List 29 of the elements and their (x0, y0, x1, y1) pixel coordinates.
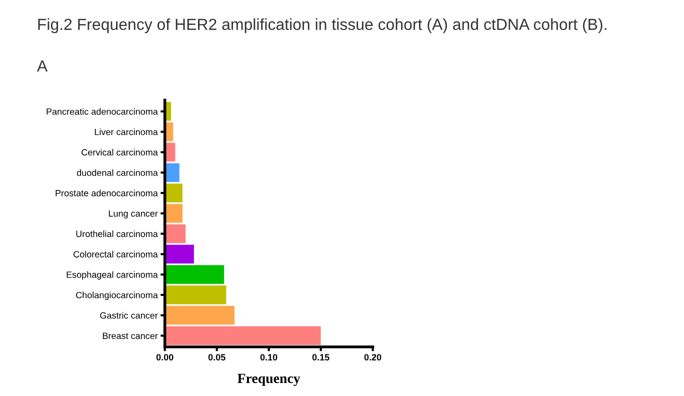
bar (164, 224, 186, 244)
bar (164, 306, 235, 325)
x-tick-label: 0.15 (312, 354, 330, 360)
y-tick-label: Urothelial carcinoma (76, 230, 158, 238)
x-tick-label: 0.20 (364, 354, 382, 360)
y-tick-label: Pancreatic adenocarcinoma (46, 108, 158, 115)
bar (164, 265, 224, 284)
bar (164, 286, 226, 304)
y-tick-label: duodenal carcinoma (76, 169, 158, 176)
y-tick-label: Esophageal carcinoma (66, 271, 158, 280)
x-tick-label: 0.10 (260, 354, 278, 360)
y-tick-label: Colorectal carcinoma (74, 250, 158, 258)
y-tick-label: Lung cancer (108, 210, 158, 218)
chart-title: Fig.2 Frequency of HER2 amplification in tissue cohort (A) and ctDNA cohort (B). (38, 18, 606, 34)
y-tick-label: Breast cancer (102, 332, 158, 340)
y-tick-label: Cervical carcinoma (82, 148, 158, 156)
y-tick-label: Liver carcinoma (94, 128, 158, 136)
x-axis-title: Frequency (238, 374, 300, 386)
bar (164, 163, 180, 182)
x-tick-label: 0.00 (156, 354, 174, 360)
y-tick-label: Prostate adenocarcinoma (56, 190, 158, 196)
y-tick-label: Cholangiocarcinoma (76, 292, 158, 300)
y-tick-label: Gastric cancer (100, 312, 158, 319)
x-tick-label: 0.05 (208, 354, 226, 360)
bar (164, 244, 194, 264)
bar (164, 204, 183, 223)
bar (164, 184, 183, 202)
bar (164, 326, 321, 346)
chart-subtitle: A (36, 60, 48, 72)
